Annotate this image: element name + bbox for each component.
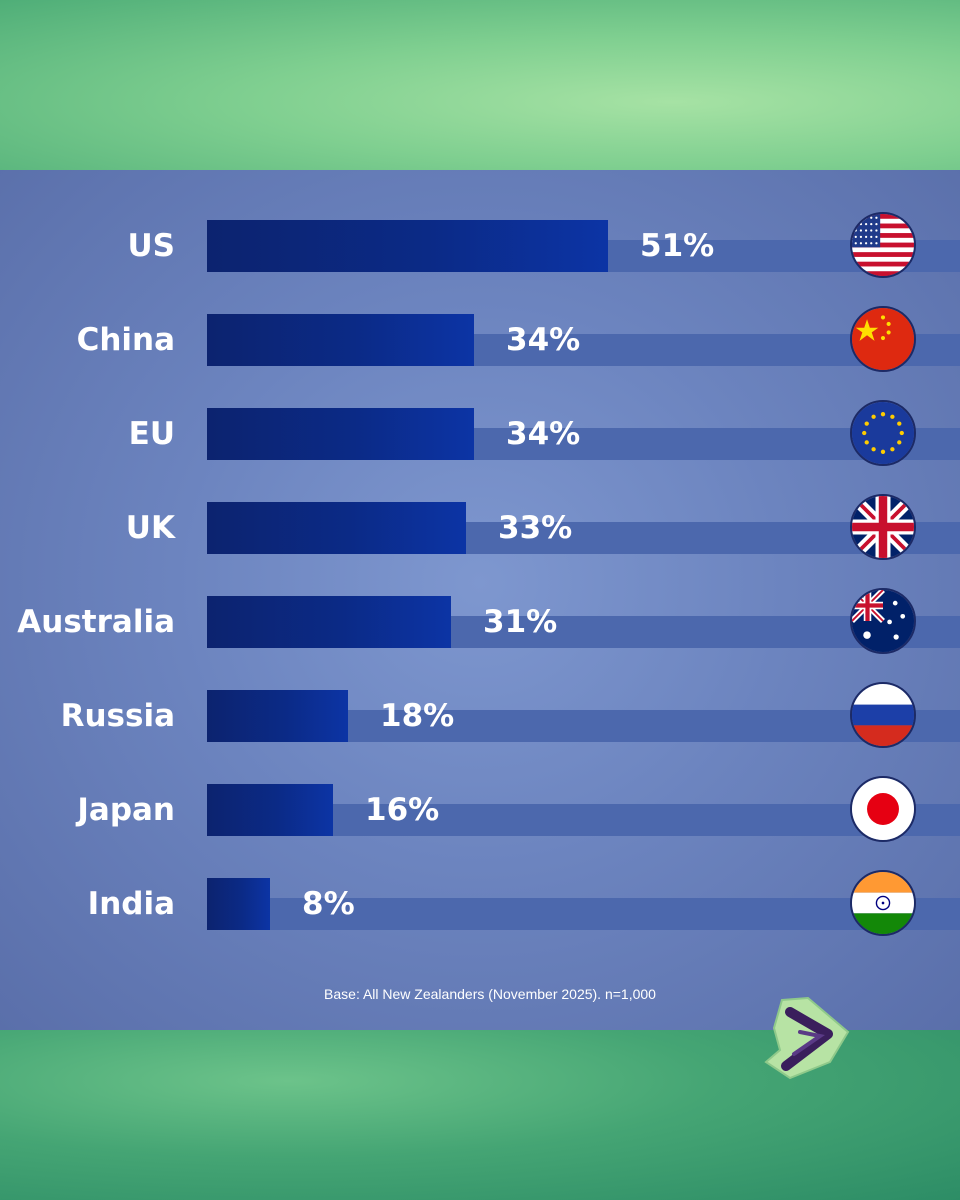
value-label: 8% [302, 886, 355, 922]
russia-flag-icon [850, 682, 916, 748]
bar-row: US 51% [0, 212, 960, 278]
bar [207, 220, 608, 272]
bar-row: UK 33% [0, 494, 960, 560]
bar [207, 878, 270, 930]
bar-row: EU 34% [0, 400, 960, 466]
value-label: 16% [365, 792, 440, 828]
bar [207, 502, 466, 554]
category-label: Russia [60, 698, 175, 734]
india-flag-icon [850, 870, 916, 936]
category-label: India [87, 886, 175, 922]
bar [207, 408, 474, 460]
category-label: China [76, 322, 175, 358]
bar [207, 314, 474, 366]
background-top [0, 0, 960, 170]
next-slide-button[interactable] [760, 992, 856, 1084]
bar [207, 784, 333, 836]
value-label: 31% [483, 604, 558, 640]
uk-flag-icon [850, 494, 916, 560]
australia-flag-icon [850, 588, 916, 654]
value-label: 18% [380, 698, 455, 734]
bar-row: Australia 31% [0, 588, 960, 654]
category-label: Japan [77, 792, 175, 828]
category-label: US [127, 228, 176, 264]
category-label: UK [125, 510, 175, 546]
value-label: 34% [506, 416, 581, 452]
value-label: 33% [498, 510, 573, 546]
bar-row: China 34% [0, 306, 960, 372]
chart-panel: US 51% China 34% EU 34% UK 33% Australia 31% Russi… [0, 170, 960, 1030]
eu-flag-icon [850, 400, 916, 466]
bar-row: Russia 18% [0, 682, 960, 748]
japan-flag-icon [850, 776, 916, 842]
footnote: Base: All New Zealanders (November 2025)… [324, 986, 656, 1002]
us-flag-icon [850, 212, 916, 278]
bar-row: Japan 16% [0, 776, 960, 842]
category-label: Australia [17, 604, 175, 640]
bar-row: India 8% [0, 870, 960, 936]
category-label: EU [128, 416, 175, 452]
china-flag-icon [850, 306, 916, 372]
bar [207, 690, 348, 742]
bar-track [207, 898, 960, 930]
bar [207, 596, 451, 648]
value-label: 34% [506, 322, 581, 358]
chevron-right-icon [764, 996, 850, 1080]
value-label: 51% [640, 228, 715, 264]
